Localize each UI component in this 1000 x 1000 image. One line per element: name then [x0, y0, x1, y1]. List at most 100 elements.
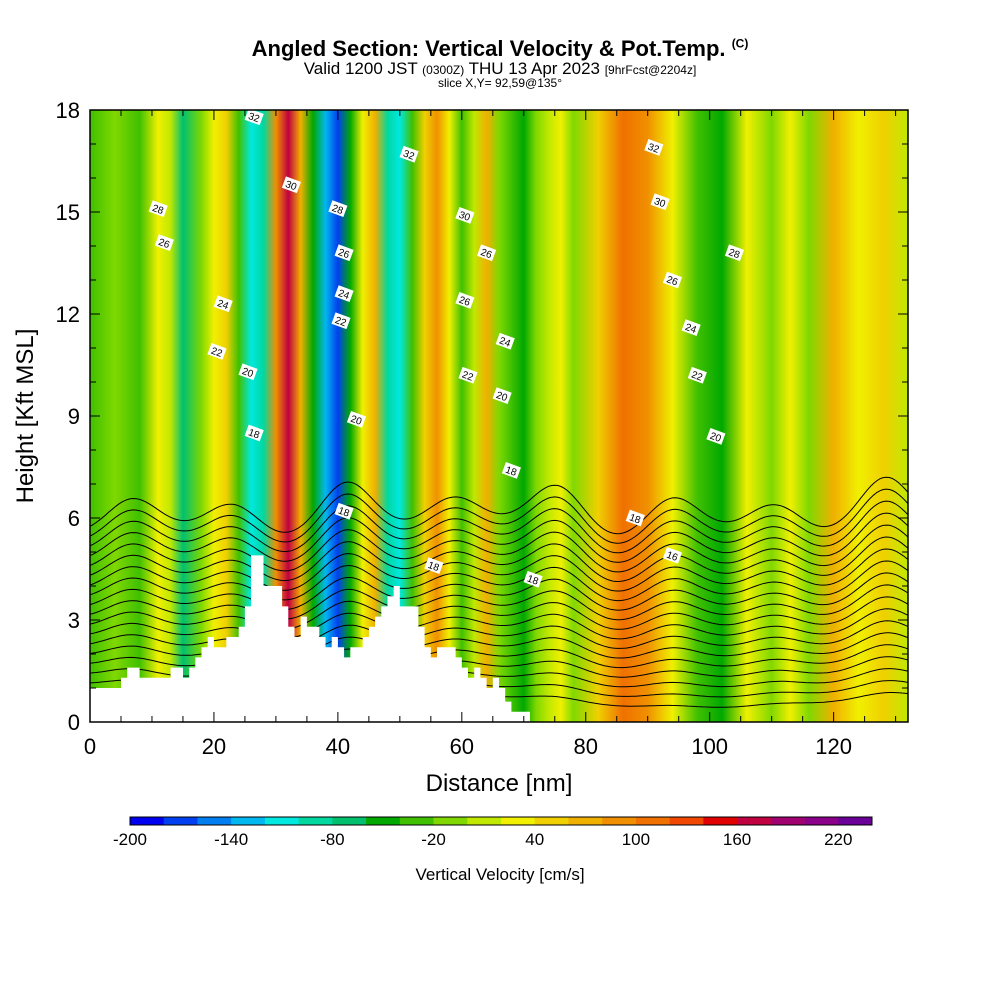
isentrope-label-text: 30: [652, 196, 667, 210]
colorbar-swatch: [804, 817, 839, 825]
isentrope-label: 28: [328, 200, 348, 217]
y-tick-label: 3: [68, 608, 80, 633]
isentrope-label-text: 16: [665, 550, 680, 564]
isentrope-label: 22: [331, 312, 351, 330]
colorbar-swatch: [366, 817, 401, 825]
isentrope-line: [90, 560, 908, 602]
isentrope-label-box: [492, 387, 512, 404]
colorbar-swatch: [568, 817, 603, 825]
vertical-velocity-field: [90, 110, 908, 722]
colorbar-swatch: [602, 817, 637, 825]
x-tick-label: 100: [691, 734, 728, 759]
isentrope-label-text: 22: [333, 315, 348, 329]
isentrope-label: 20: [706, 428, 726, 445]
x-tick-label: 80: [574, 734, 598, 759]
x-tick-label: 120: [815, 734, 852, 759]
isentrope-label: 30: [455, 207, 475, 224]
isentrope-label-box: [650, 193, 670, 211]
isentrope-line: [90, 536, 908, 583]
isentrope-label: 26: [477, 244, 497, 262]
isentrope-line: [90, 512, 908, 563]
isentrope-label-text: 26: [157, 237, 172, 251]
isentrope-label: 18: [334, 502, 354, 520]
isentrope-line: [90, 584, 908, 621]
isentrope-label: 24: [334, 285, 354, 302]
valid-date: THU 13 Apr 2023: [468, 59, 600, 78]
x-axis: 0 20 40 60 80 100 120: [84, 110, 897, 759]
isentrope-label-box: [244, 424, 264, 442]
y-tick-label: 0: [68, 710, 80, 735]
terrain: [90, 555, 908, 722]
isentrope-label-box: [495, 332, 515, 350]
isentrope-label-text: 32: [247, 111, 262, 125]
colorbar-swatch: [534, 817, 569, 825]
colorbar-tick-label: -80: [320, 830, 345, 849]
isentrope-label: 28: [724, 244, 745, 261]
isentrope-label-box: [346, 411, 367, 428]
isentrope-label: 16: [662, 547, 683, 564]
isentrope-label: 22: [458, 366, 478, 384]
isentrope-label-text: 28: [330, 203, 345, 217]
isentrope-label-box: [501, 462, 521, 479]
colorbar-swatch: [264, 817, 299, 825]
isentrope-label-box: [213, 295, 233, 313]
isentrope-label: 20: [238, 363, 258, 380]
y-tick-label: 18: [56, 98, 80, 123]
isentrope-label: 18: [625, 509, 645, 527]
colorbar-swatch: [703, 817, 738, 825]
isentrope-label-box: [148, 200, 168, 217]
chart-title-suffix: (C): [731, 36, 749, 51]
isentrope-label-box: [458, 366, 478, 384]
x-tick-label: 0: [84, 734, 96, 759]
colorbar-swatch: [737, 817, 772, 825]
x-tick-label: 60: [450, 734, 474, 759]
colorbar-swatch: [399, 817, 434, 825]
isentrope-label-box: [644, 139, 664, 156]
isentrope-line: [90, 608, 908, 640]
y-tick-label: 6: [68, 506, 80, 531]
colorbar-swatch: [838, 817, 873, 825]
colorbar-tick-label: 160: [723, 830, 751, 849]
isentrope-label-text: 24: [336, 288, 351, 302]
isentrope-line: [90, 476, 908, 535]
colorbar-tick-label: -20: [421, 830, 446, 849]
x-tick-label: 40: [326, 734, 350, 759]
colorbar-swatch: [231, 817, 266, 825]
isentrope-label-box: [455, 292, 475, 309]
isentrope-label: 26: [455, 292, 475, 309]
y-tick-label: 12: [56, 302, 80, 327]
isentrope-label-text: 18: [525, 574, 540, 588]
isentrope-label-text: 18: [628, 512, 643, 526]
y-axis-label: Height [Kft MSL]: [12, 329, 39, 504]
colorbar-swatch: [130, 817, 165, 825]
colorbar-tick-label: 100: [622, 830, 650, 849]
colorbar-tick-label: -140: [214, 830, 248, 849]
isentrope-label-text: 20: [494, 390, 509, 404]
colorbar-tick-label: -200: [113, 830, 147, 849]
isentrope-label-box: [477, 244, 497, 262]
isentrope-label-box: [681, 319, 701, 336]
isentrope-label-box: [154, 234, 174, 251]
isentrope-label-text: 20: [349, 414, 364, 428]
isentrope-label: 24: [495, 332, 515, 350]
slice-label: slice X,Y= 92,59@135°: [437, 76, 563, 90]
isentrope-label-text: 20: [240, 366, 255, 380]
isentrope-label-text: 24: [216, 298, 231, 312]
isentrope-label: 20: [492, 387, 512, 404]
isentrope-label-box: [331, 312, 351, 330]
isentrope-label-text: 18: [426, 560, 441, 574]
isentrope-line: [90, 548, 908, 592]
colorbar-tick-label: 40: [525, 830, 544, 849]
isentrope-label: 22: [207, 343, 227, 360]
isentrope-line: [90, 524, 908, 573]
isentrope-label-text: 32: [646, 142, 661, 156]
isentrope-label-box: [687, 366, 707, 384]
isentrope-line: [90, 500, 908, 554]
colorbar-frame: [129, 816, 873, 826]
isentrope-label: 18: [501, 462, 521, 479]
isentrope-label-text: 26: [665, 274, 680, 288]
x-tick-label: 20: [202, 734, 226, 759]
isentrope-label: 26: [334, 244, 354, 261]
isentrope-label-box: [455, 207, 475, 224]
